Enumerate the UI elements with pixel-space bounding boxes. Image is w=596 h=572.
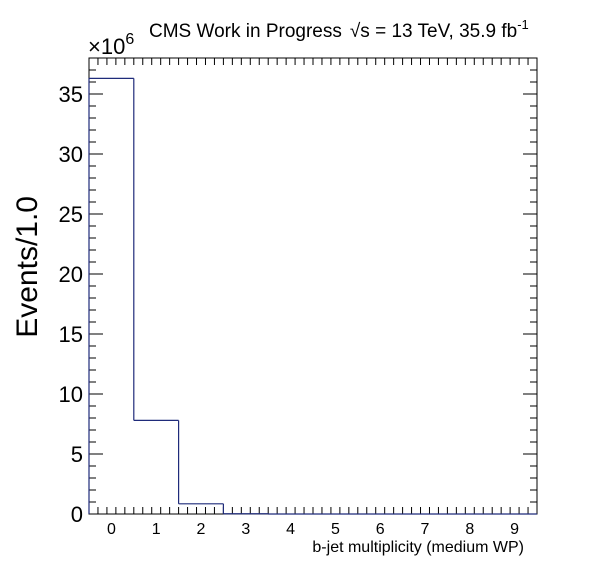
plot-frame [88, 57, 538, 515]
y-tick-label: 10 [59, 382, 83, 407]
y-tick-label: 30 [59, 142, 83, 167]
y-axis: 0 5 10 15 20 25 30 35 [59, 57, 537, 527]
y-tick-label: 15 [59, 322, 83, 347]
x-tick-label: 0 [107, 521, 116, 538]
x-tick-label: 4 [286, 521, 295, 538]
y-tick-label: 25 [59, 202, 83, 227]
experiment-header: CMS Work in Progress √s = 13 TeV, 35.9 fb… [149, 17, 529, 42]
x-tick-label: 9 [510, 521, 519, 538]
x-axis: 0 1 2 3 4 5 6 7 8 9 [88, 58, 538, 538]
x-tick-label: 2 [197, 521, 206, 538]
x-tick-label: 1 [152, 521, 161, 538]
x-axis-title: b-jet multiplicity (medium WP) [312, 539, 524, 556]
histogram [88, 77, 537, 515]
x-tick-label: 5 [331, 521, 340, 538]
y-axis-title: Events/1.0 [11, 196, 44, 338]
y-tick-label: 20 [59, 262, 83, 287]
y-tick-label: 35 [59, 82, 83, 107]
scale-factor-label: ×106 [88, 31, 134, 59]
y-tick-label: 5 [71, 442, 83, 467]
y-tick-label: 0 [71, 502, 83, 527]
x-tick-label: 3 [241, 521, 250, 538]
x-tick-label: 7 [421, 521, 430, 538]
x-tick-label: 8 [465, 521, 474, 538]
x-tick-label: 6 [376, 521, 385, 538]
